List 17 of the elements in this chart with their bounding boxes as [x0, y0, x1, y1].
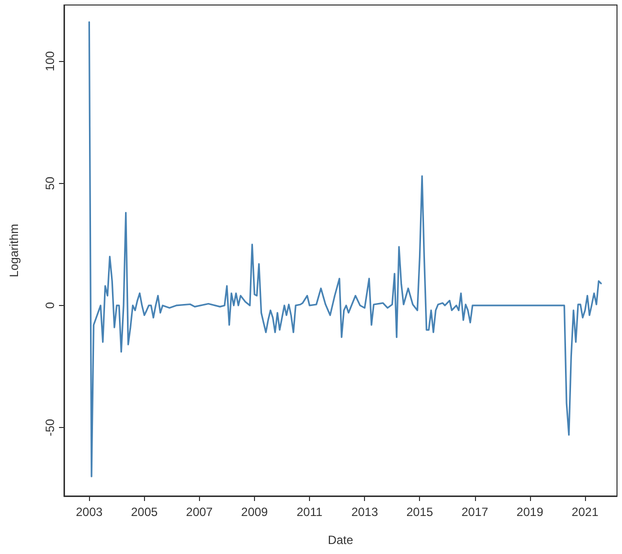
x-tick-label: 2019: [516, 505, 544, 519]
x-tick-label: 2005: [130, 505, 158, 519]
x-tick-label: 2017: [461, 505, 489, 519]
y-tick-label: -50: [43, 418, 57, 436]
line-series: [88, 21, 602, 478]
x-tick-label: 2003: [76, 505, 103, 519]
x-tick-label: 2009: [241, 505, 268, 519]
y-tick-label: 0: [43, 302, 57, 309]
x-tick-label: 2013: [351, 505, 378, 519]
y-tick-label: 100: [43, 50, 57, 72]
x-tick-label: 2015: [406, 505, 434, 519]
x-tick-label: 2021: [572, 505, 599, 519]
x-tick-label: 2011: [296, 505, 323, 519]
x-axis-title: Date: [328, 533, 354, 547]
y-axis-title: Logarithm: [7, 224, 21, 278]
x-tick-label: 2007: [186, 505, 214, 519]
y-tick-label: 50: [43, 176, 57, 190]
